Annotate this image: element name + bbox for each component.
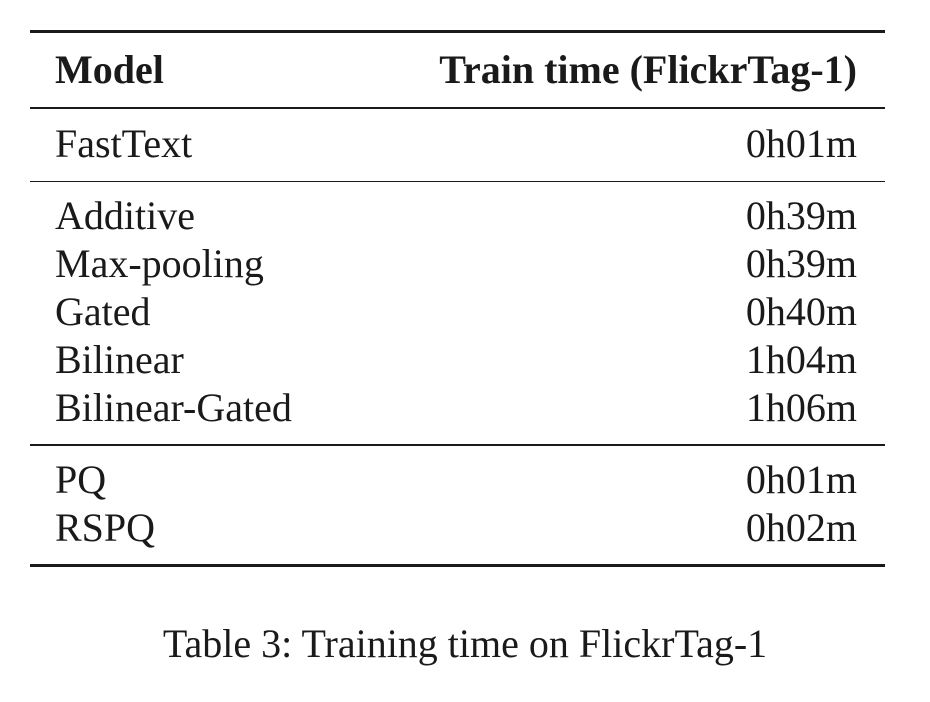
bottom-rule bbox=[30, 563, 885, 567]
section-aggregation-models: Additive 0h39m Max-pooling 0h39m Gated 0… bbox=[30, 182, 885, 444]
table-row: Bilinear 1h04m bbox=[30, 336, 885, 384]
training-time-table: Model Train time (FlickrTag-1) FastText … bbox=[30, 30, 885, 567]
model-cell: Bilinear-Gated bbox=[55, 385, 292, 430]
time-cell: 1h06m bbox=[745, 385, 857, 430]
model-cell: PQ bbox=[55, 456, 107, 502]
table-row: PQ 0h01m bbox=[30, 456, 885, 504]
time-cell: 0h39m bbox=[745, 193, 857, 238]
model-cell: Gated bbox=[55, 289, 151, 334]
model-cell: Bilinear bbox=[55, 337, 184, 382]
time-cell: 0h01m bbox=[745, 120, 857, 166]
header-train-time: Train time (FlickrTag-1) bbox=[439, 47, 857, 92]
time-cell: 0h40m bbox=[745, 289, 857, 334]
header-model: Model bbox=[55, 47, 164, 92]
table-row: FastText 0h01m bbox=[30, 119, 885, 169]
header-rule bbox=[30, 107, 885, 109]
model-cell: RSPQ bbox=[55, 504, 156, 550]
time-cell: 0h01m bbox=[745, 456, 857, 502]
time-cell: 0h39m bbox=[745, 241, 857, 286]
section-rule bbox=[30, 444, 885, 446]
model-cell: Max-pooling bbox=[55, 241, 264, 286]
section-baseline: FastText 0h01m bbox=[30, 109, 885, 181]
table-row: Max-pooling 0h39m bbox=[30, 240, 885, 288]
table-header-row: Model Train time (FlickrTag-1) bbox=[30, 33, 885, 107]
section-quantization-models: PQ 0h01m RSPQ 0h02m bbox=[30, 446, 885, 564]
table-row: Gated 0h40m bbox=[30, 288, 885, 336]
time-cell: 1h04m bbox=[745, 337, 857, 382]
table-row: Bilinear-Gated 1h06m bbox=[30, 384, 885, 432]
table-row: Additive 0h39m bbox=[30, 192, 885, 240]
section-rule bbox=[30, 180, 885, 182]
top-rule bbox=[30, 30, 885, 33]
time-cell: 0h02m bbox=[745, 504, 857, 550]
table-row: RSPQ 0h02m bbox=[30, 504, 885, 552]
model-cell: Additive bbox=[55, 193, 195, 238]
model-cell: FastText bbox=[55, 120, 193, 166]
table-caption: Table 3: Training time on FlickrTag-1 bbox=[162, 621, 768, 666]
